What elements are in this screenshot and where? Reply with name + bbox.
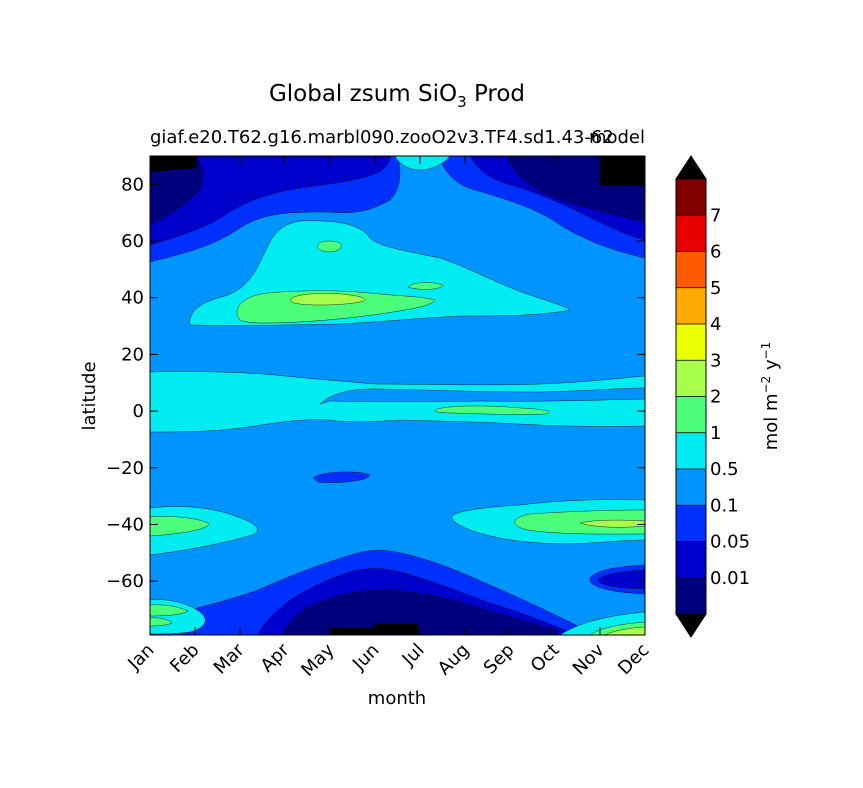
- colorbar-swatch: [676, 396, 706, 433]
- chart-subtitle-model: model: [589, 127, 645, 148]
- x-tick-label: Jun: [348, 640, 383, 675]
- x-tick-label: Dec: [614, 640, 653, 679]
- colorbar-label: mol m−2 y−1: [759, 342, 782, 451]
- colorbar-tick-label: 6: [710, 242, 721, 263]
- colorbar-swatch: [676, 469, 706, 506]
- contour-band-2-north-mid: [290, 293, 366, 306]
- colorbar-swatch: [676, 251, 706, 288]
- y-axis: −60 −40 −20 0 20 40 60 80: [106, 174, 645, 592]
- colorbar-swatch: [676, 505, 706, 542]
- contour-band-0.05-south-sub: [312, 471, 371, 483]
- x-tick-label: Aug: [434, 640, 474, 680]
- contour-band-1-south-mid: [150, 516, 211, 537]
- y-axis-label: latitude: [79, 361, 100, 430]
- colorbar-tick-label: 0.05: [710, 532, 750, 553]
- contour-band-0.01-south-east: [597, 569, 645, 590]
- x-tick-label: Mar: [210, 639, 249, 678]
- x-tick-label: Jan: [123, 640, 158, 675]
- colorbar-swatch: [676, 324, 706, 361]
- colorbar-swatch: [676, 541, 706, 578]
- x-tick-label: Oct: [527, 640, 564, 677]
- plot-frame: [149, 155, 646, 636]
- contour-band-1-south-west: [150, 604, 189, 617]
- contour-band-lowest-south-high: [284, 589, 559, 635]
- x-tick-label: Apr: [257, 639, 294, 676]
- contour-band-1-north-island: [317, 240, 342, 253]
- y-tick-label: 60: [121, 231, 144, 252]
- colorbar-swatch: [676, 360, 706, 397]
- x-tick-label: May: [297, 639, 338, 680]
- y-tick-label: −40: [106, 514, 144, 535]
- contour-band-0.1-equator-inner: [319, 387, 645, 405]
- colorbar-swatch: [676, 179, 706, 216]
- contour-band-0.01-north: [150, 156, 391, 246]
- colorbar-tick-label: 4: [710, 314, 721, 335]
- colorbar-tick-label: 1: [710, 423, 721, 444]
- y-tick-label: 40: [121, 288, 144, 309]
- colorbar-extend-min: [675, 613, 707, 638]
- contour-field: [150, 156, 645, 635]
- x-tick-label: Nov: [569, 639, 609, 679]
- colorbar-swatch: [676, 215, 706, 252]
- contour-band-1-north-mid: [236, 290, 436, 324]
- contour-band-1-north-patch: [407, 282, 444, 290]
- chart-title: Global zsum SiO3 Prod: [269, 81, 525, 111]
- contour-under-north-west: [150, 156, 197, 172]
- colorbar-tick-label: 0.5: [710, 459, 739, 480]
- y-tick-label: 80: [121, 174, 144, 195]
- colorbar-swatch: [676, 287, 706, 324]
- x-tick-label: Jul: [398, 640, 429, 671]
- contour-under-south-1: [330, 628, 375, 635]
- colorbar-tick-label: 0.01: [710, 568, 750, 589]
- colorbar-swatch: [676, 432, 706, 469]
- contour-band-2-south-mid-east: [579, 519, 645, 528]
- contour-band-lowest-north: [150, 156, 204, 226]
- x-tick-label: Feb: [166, 640, 203, 677]
- y-tick-label: −20: [106, 458, 144, 479]
- colorbar-tick-label: 7: [710, 205, 721, 226]
- y-tick-label: −60: [106, 571, 144, 592]
- contour-under-north-east: [600, 156, 645, 186]
- colorbar-tick-label: 2: [710, 387, 721, 408]
- chart-subtitle-case: giaf.e20.T62.g16.marbl090.zooO2v3.TF4.sd…: [150, 127, 614, 148]
- contour-band-1-equator: [434, 405, 550, 415]
- colorbar-extend-max: [675, 155, 707, 180]
- colorbar-tick-label: 3: [710, 350, 721, 371]
- colorbar-tick-label: 5: [710, 278, 721, 299]
- colorbar-swatch: [676, 577, 706, 614]
- y-tick-label: 20: [121, 344, 144, 365]
- contour-band-0.5-arctic: [394, 156, 451, 171]
- colorbar: 0.01 0.05 0.1 0.5 1 2 3 4 5 6 7: [675, 155, 750, 638]
- y-tick-label: 0: [133, 401, 144, 422]
- contour-band-2-south-east-corner: [604, 626, 645, 635]
- contour-band-1-south-west-2: [150, 617, 173, 627]
- contour-band-1-south-mid-east: [514, 509, 645, 535]
- contour-under-south-2: [375, 624, 418, 635]
- x-axis-label: month: [368, 688, 426, 709]
- colorbar-tick-label: 0.1: [710, 495, 739, 516]
- x-tick-label: Sep: [480, 640, 519, 679]
